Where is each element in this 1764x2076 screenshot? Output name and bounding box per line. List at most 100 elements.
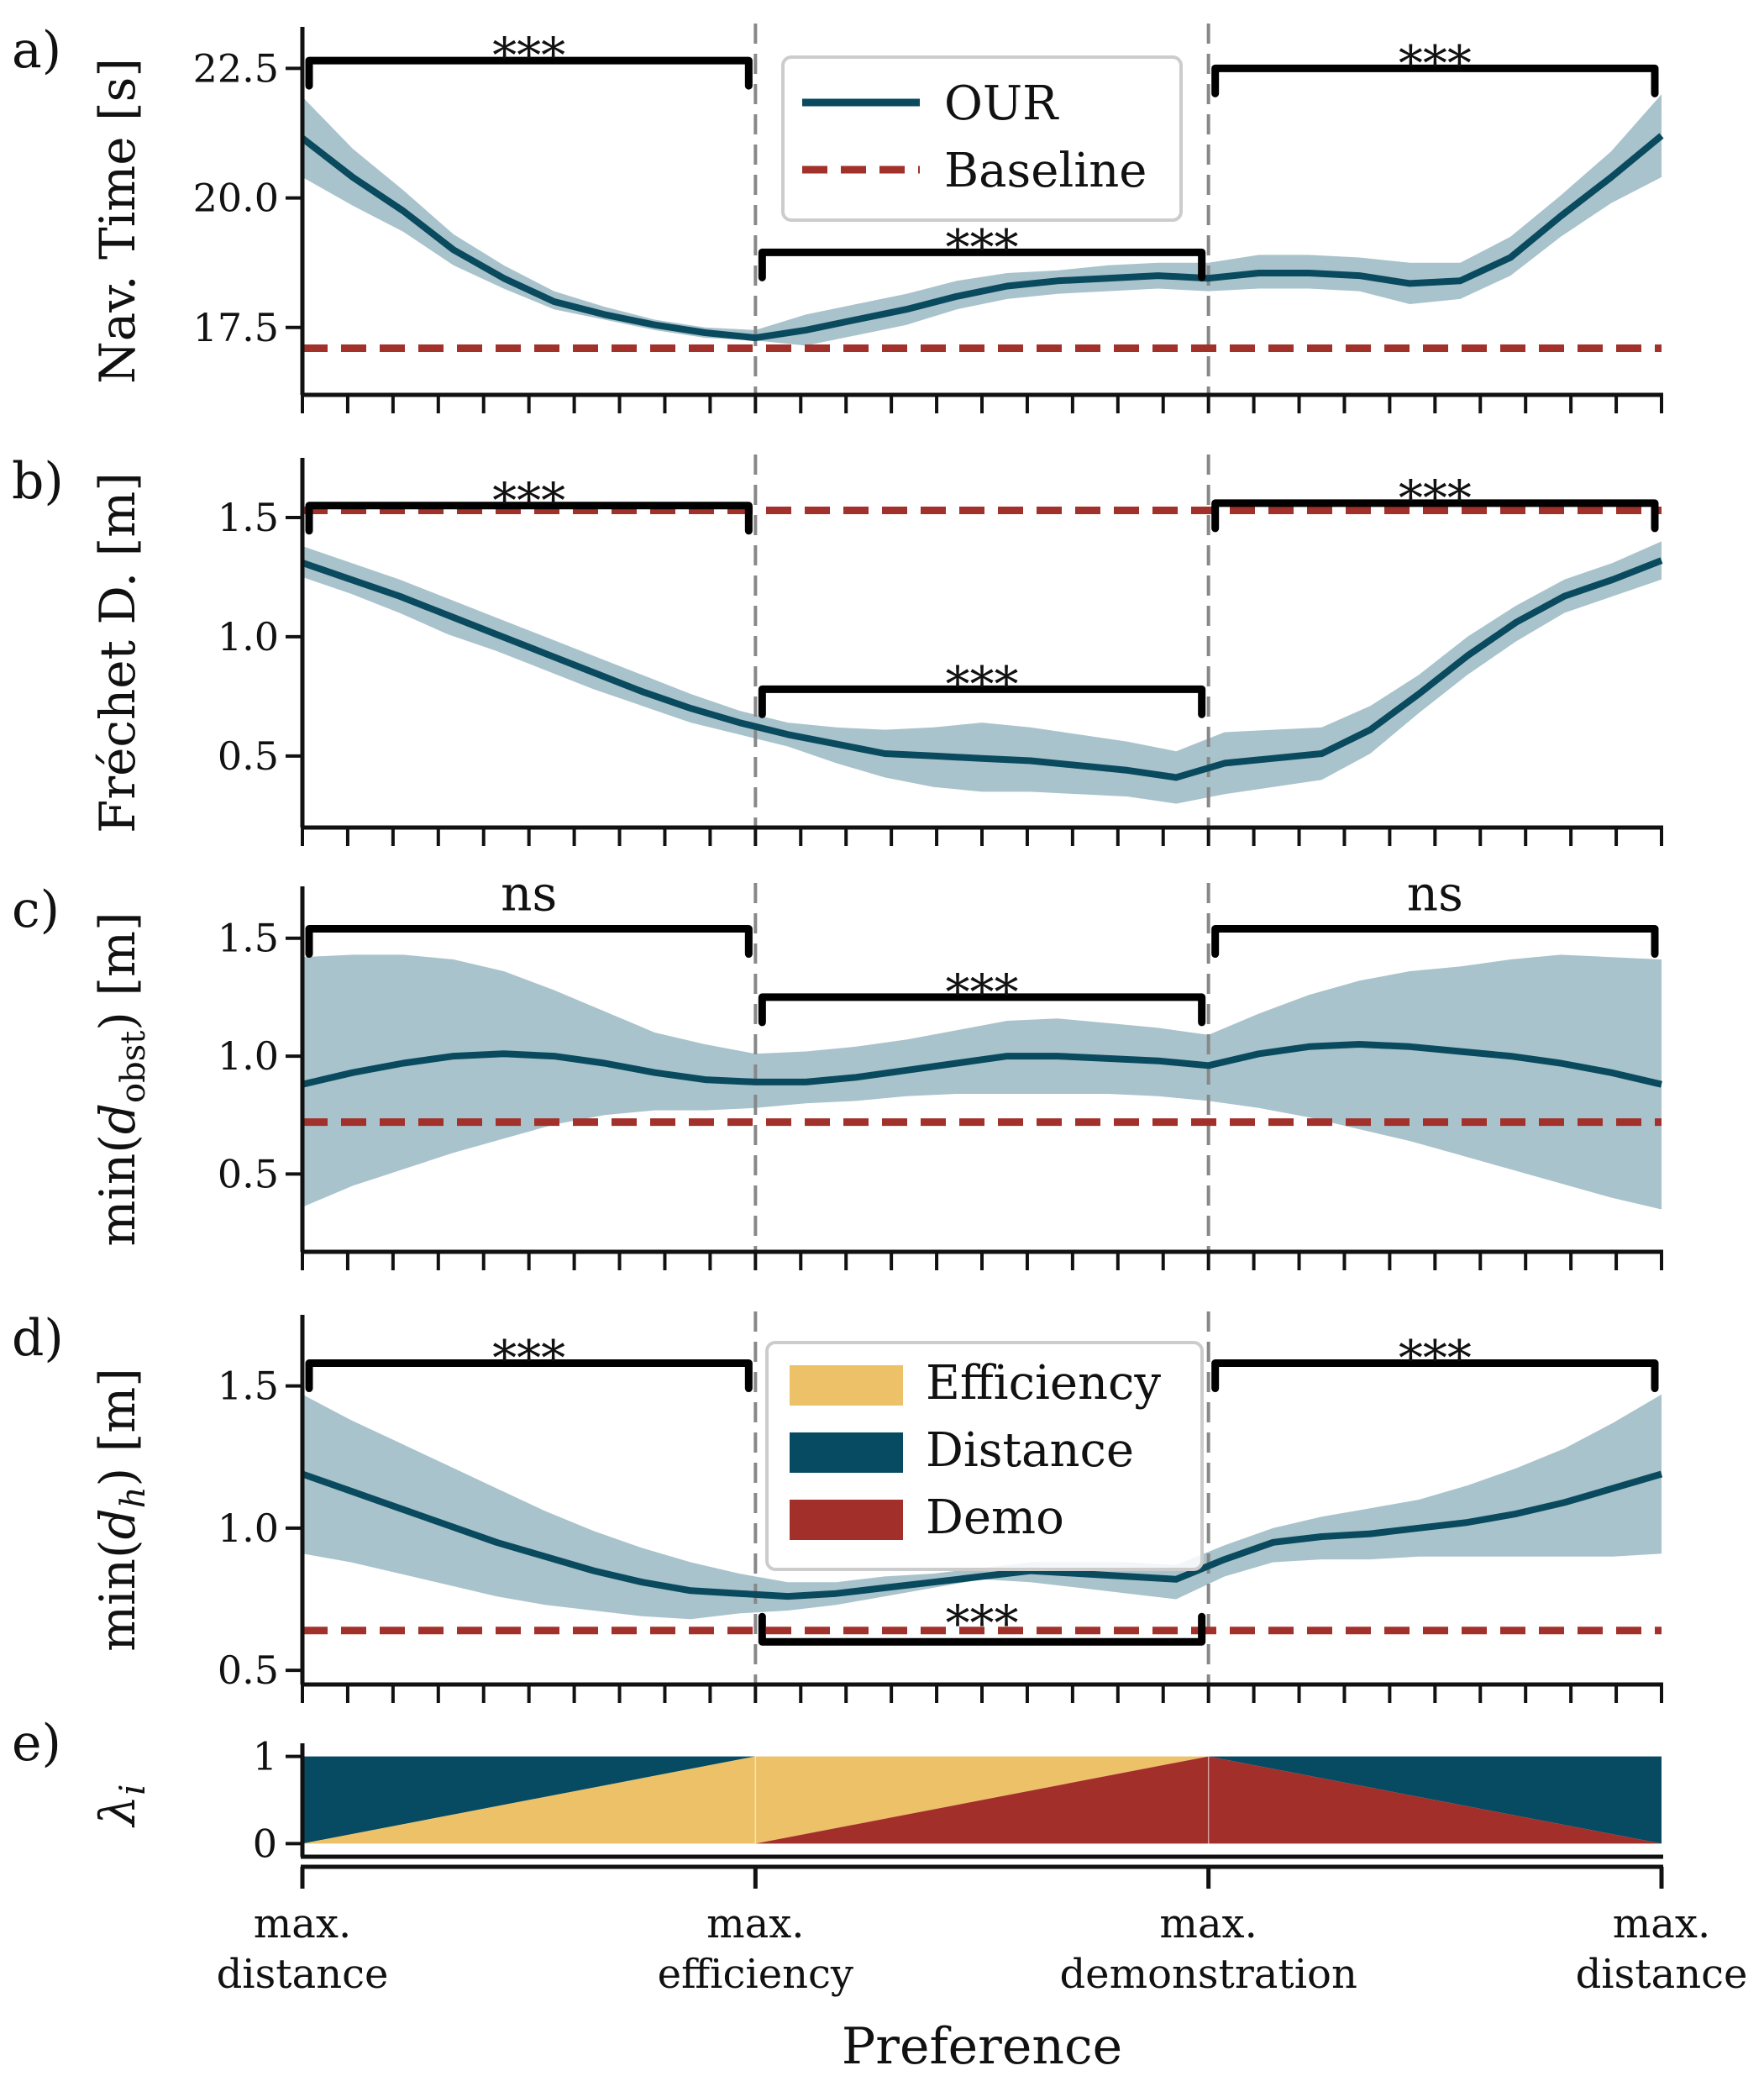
bracket-label: ***: [1399, 470, 1472, 527]
y-tick-label: 22.5: [193, 45, 279, 91]
y-tick-label: 1.0: [218, 614, 279, 660]
panel-letter: c): [12, 880, 60, 939]
bracket-line: [1211, 499, 1659, 533]
y-axis-label: Nav. Time [s]: [89, 58, 146, 384]
significance-bracket: ***: [1211, 34, 1659, 97]
y-tick-label: 0.5: [218, 1151, 279, 1196]
bracket-line: [758, 993, 1206, 1027]
y-tick-label: 1: [253, 1734, 277, 1779]
significance-bracket: ***: [758, 964, 1206, 1027]
bracket-line: [758, 685, 1206, 718]
legend-label: Efficiency: [926, 1356, 1161, 1411]
demo-area: [755, 1756, 1209, 1844]
legend-label: Baseline: [944, 144, 1147, 198]
bracket-label: ***: [1399, 34, 1472, 92]
y-tick-label: 0.5: [218, 1648, 279, 1693]
y-tick-label: 20.0: [193, 176, 279, 221]
demo-area: [1208, 1756, 1662, 1844]
legend-item: Efficiency: [790, 1356, 1161, 1411]
confidence-band: [302, 954, 1662, 1210]
bracket-line: [758, 248, 1206, 281]
panel-letter: a): [12, 21, 61, 80]
x-category-label: distance: [217, 1951, 389, 1998]
y-axis-label: Fréchet D. [m]: [89, 472, 146, 833]
panel-letter: e): [12, 1714, 61, 1773]
x-axis-title: Preference: [842, 2017, 1122, 2076]
confidence-band: [302, 1394, 1662, 1620]
y-tick-label: 1.0: [218, 1506, 279, 1551]
distance-area: [1208, 1756, 1662, 1844]
bracket-line: [1211, 925, 1659, 959]
x-category-label: max.: [1613, 1900, 1710, 1947]
y-tick-label: 1.0: [218, 1033, 279, 1079]
bracket-label: ***: [492, 472, 565, 529]
x-category-label: max.: [1159, 1900, 1257, 1947]
legend-item: Demo: [790, 1490, 1064, 1545]
our-mean-line: [300, 133, 1664, 342]
our-mean-line: [301, 1470, 1663, 1600]
distance-area: [302, 1756, 756, 1844]
bracket-label: ***: [946, 1595, 1019, 1652]
panels-layer: 17.5 20.0 22.5 a) Nav. Time [s] *** *** *** 0.5 1…: [12, 21, 1664, 1703]
y-axis-label: λi: [89, 1784, 153, 1827]
y-tick-label: 0.5: [218, 733, 279, 779]
panel-letter: d): [12, 1309, 64, 1368]
panel-b: 0.5 1.0 1.5 b) Fréchet D. [m] *** *** ***: [12, 452, 1663, 846]
bracket-label: ***: [492, 27, 565, 84]
legend-item: Baseline: [802, 144, 1147, 198]
significance-bracket: ***: [305, 1330, 753, 1393]
significance-bracket: ***: [305, 472, 753, 535]
y-tick-label: 1.5: [218, 1364, 279, 1409]
legends: OUR Baseline Efficiency Distance Demo: [765, 55, 1204, 1571]
legend-item: OUR: [802, 76, 1059, 131]
y-tick-label: 1.5: [218, 495, 279, 540]
y-tick-label: 17.5: [193, 305, 279, 350]
y-axis-label: min(dh) [m]: [89, 1368, 153, 1652]
x-category-label: max.: [706, 1900, 804, 1947]
legend-label: OUR: [944, 76, 1059, 131]
bracket-line: [305, 56, 753, 90]
significance-bracket: ***: [1211, 470, 1659, 533]
bracket-line: [305, 925, 753, 959]
x-category-label: max.: [254, 1900, 351, 1947]
bracket-label: ***: [946, 218, 1019, 276]
significance-bracket: ***: [758, 1595, 1206, 1652]
legend-item: Distance: [790, 1423, 1134, 1478]
legend-patches: Efficiency Distance Demo: [765, 1341, 1204, 1571]
bracket-label: ns: [501, 865, 557, 922]
confidence-band: [302, 541, 1662, 804]
efficiency-area: [755, 1756, 1209, 1844]
y-axis-label: min(dobst) [m]: [89, 912, 153, 1246]
y-tick-label: 1.5: [218, 916, 279, 961]
legend-swatch: [790, 1500, 903, 1540]
our-mean-line: [302, 1041, 1662, 1088]
significance-bracket: ***: [1211, 1330, 1659, 1393]
bracket-line: [758, 1612, 1206, 1646]
y-tick-label: 0: [253, 1821, 277, 1866]
our-mean-line: [301, 557, 1663, 781]
bracket-label: ns: [1407, 865, 1463, 922]
significance-bracket: ns: [305, 865, 753, 959]
weights-panel: 0 1 e) λi: [12, 1714, 1663, 1866]
efficiency-area: [302, 1756, 756, 1844]
bracket-label: ***: [946, 964, 1019, 1021]
legend-lines: OUR Baseline: [781, 55, 1183, 222]
legend-swatch: [790, 1365, 903, 1406]
legend-swatch: [790, 1432, 903, 1473]
x-category-label: demonstration: [1059, 1951, 1357, 1998]
bracket-line: [305, 502, 753, 535]
x-axis: max.distancemax.efficiencymax.demonstrat…: [217, 1864, 1747, 2076]
bracket-label: ***: [492, 1330, 565, 1387]
panel-c: 0.5 1.0 1.5 c) min(dobst) [m] ns *** ns: [12, 865, 1663, 1270]
bracket-line: [1211, 64, 1659, 97]
legend-box: [781, 55, 1183, 222]
significance-bracket: ***: [758, 655, 1206, 718]
x-category-label: efficiency: [658, 1951, 853, 1998]
bracket-label: ***: [946, 655, 1019, 712]
bracket-label: ***: [1399, 1330, 1472, 1387]
significance-bracket: ns: [1211, 865, 1659, 959]
legend-label: Demo: [926, 1490, 1064, 1545]
confidence-band: [302, 94, 1662, 346]
significance-bracket: ***: [758, 218, 1206, 281]
